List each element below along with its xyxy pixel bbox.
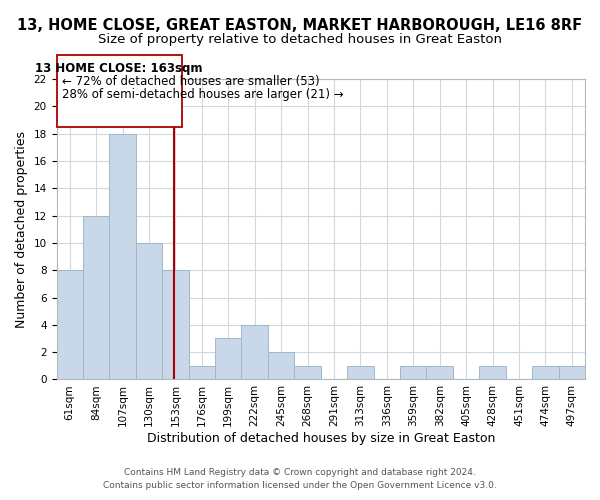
Bar bbox=[162, 270, 188, 380]
Bar bbox=[400, 366, 427, 380]
Bar bbox=[347, 366, 374, 380]
Y-axis label: Number of detached properties: Number of detached properties bbox=[15, 130, 28, 328]
Bar bbox=[56, 270, 83, 380]
Text: Size of property relative to detached houses in Great Easton: Size of property relative to detached ho… bbox=[98, 32, 502, 46]
Bar bbox=[268, 352, 295, 380]
Bar bbox=[427, 366, 453, 380]
Bar bbox=[109, 134, 136, 380]
Bar bbox=[215, 338, 241, 380]
Text: 28% of semi-detached houses are larger (21) →: 28% of semi-detached houses are larger (… bbox=[62, 88, 343, 101]
Bar bbox=[83, 216, 109, 380]
Bar bbox=[56, 55, 182, 127]
Text: 13 HOME CLOSE: 163sqm: 13 HOME CLOSE: 163sqm bbox=[35, 62, 203, 76]
Bar bbox=[295, 366, 321, 380]
Bar bbox=[479, 366, 506, 380]
Bar bbox=[241, 325, 268, 380]
Bar bbox=[136, 243, 162, 380]
Bar bbox=[188, 366, 215, 380]
Bar bbox=[559, 366, 585, 380]
X-axis label: Distribution of detached houses by size in Great Easton: Distribution of detached houses by size … bbox=[146, 432, 495, 445]
Text: ← 72% of detached houses are smaller (53): ← 72% of detached houses are smaller (53… bbox=[62, 76, 319, 88]
Text: 13, HOME CLOSE, GREAT EASTON, MARKET HARBOROUGH, LE16 8RF: 13, HOME CLOSE, GREAT EASTON, MARKET HAR… bbox=[17, 18, 583, 32]
Text: Contains HM Land Registry data © Crown copyright and database right 2024.
Contai: Contains HM Land Registry data © Crown c… bbox=[103, 468, 497, 490]
Bar bbox=[532, 366, 559, 380]
